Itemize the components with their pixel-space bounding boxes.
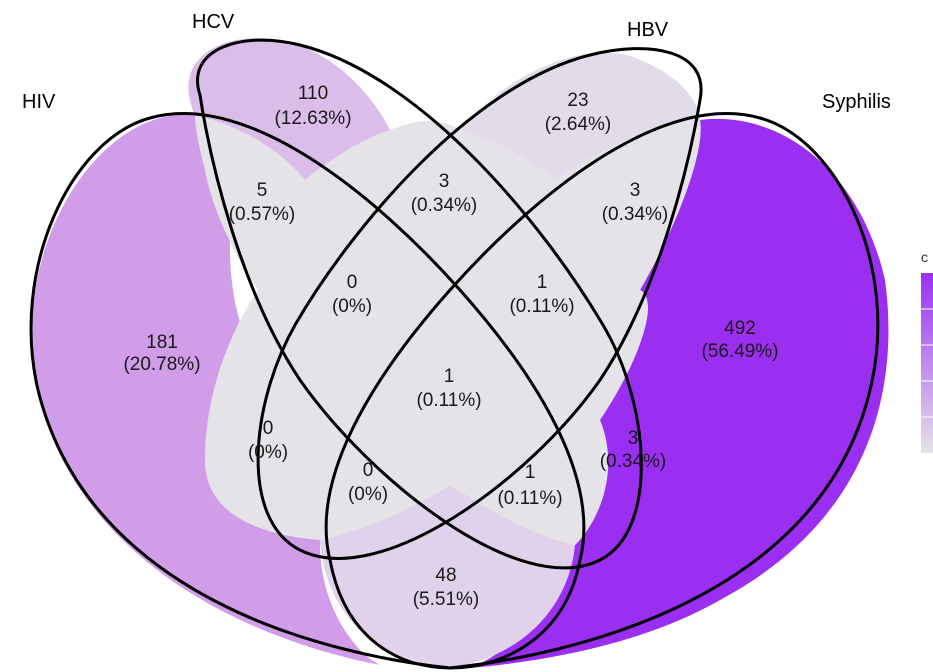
- region-count-hbv-syphilis: 3: [630, 180, 641, 201]
- region-hiv-hbv-syphilis: [320, 405, 450, 540]
- region-percent-hiv-only: (20.78%): [123, 354, 200, 375]
- region-hcv-syphilis: [550, 290, 648, 545]
- region-percent-hiv-hbv-syphilis: (0%): [348, 484, 388, 505]
- region-percent-hbv-only: (2.64%): [545, 114, 612, 135]
- region-percent-hcv-hbv-syphilis: (0.11%): [509, 296, 574, 317]
- outline-hbv: [256, 47, 703, 560]
- region-percent-hiv-hcv-hbv: (0%): [332, 296, 372, 317]
- region-count-hbv-only: 23: [567, 90, 588, 111]
- region-percent-hbv-syphilis: (0.34%): [602, 204, 669, 225]
- region-percent-hcv-syphilis: (0.34%): [600, 451, 667, 472]
- region-percent-syphilis-only: (56.49%): [701, 341, 778, 362]
- region-hcv-hbv-syphilis: [450, 180, 640, 405]
- region-all-four: [350, 270, 550, 485]
- outline-hcv: [196, 38, 643, 570]
- region-count-hcv-only: 110: [298, 83, 328, 104]
- region-count-hcv-hbv-syphilis: 1: [537, 272, 548, 293]
- region-count-hiv-syphilis: 48: [435, 565, 456, 586]
- region-count-hiv-only: 181: [146, 332, 178, 353]
- region-count-hcv-syphilis: 3: [628, 428, 639, 449]
- region-percent-hiv-hcv-syphilis: (0.11%): [497, 488, 562, 509]
- legend-title: c: [921, 249, 928, 265]
- set-label-hbv: HBV: [627, 19, 669, 41]
- region-percent-hiv-syphilis: (5.51%): [413, 589, 480, 610]
- region-percent-hcv-only: (12.63%): [274, 108, 351, 129]
- set-label-hcv: HCV: [192, 11, 235, 33]
- region-hiv-hcv: [195, 115, 305, 290]
- region-count-all-four: 1: [444, 366, 455, 387]
- region-percent-all-four: (0.11%): [416, 390, 481, 411]
- color-legend: c: [921, 249, 933, 453]
- outline-syphilis: [324, 112, 880, 670]
- set-label-syphilis: Syphilis: [822, 91, 891, 113]
- region-syphilis-only: [470, 118, 889, 669]
- outline-hiv: [29, 112, 586, 670]
- region-hcv-only: [188, 38, 390, 180]
- region-count-syphilis-only: 492: [724, 318, 756, 339]
- region-hcv-hbv: [305, 121, 555, 270]
- set-label-hiv: HIV: [22, 91, 56, 113]
- region-percent-hcv-hbv: (0.34%): [411, 195, 478, 216]
- region-count-hiv-hcv: 5: [257, 180, 268, 201]
- region-count-hcv-hbv: 3: [439, 171, 450, 192]
- region-percent-hiv-hcv: (0.57%): [229, 204, 296, 225]
- region-count-hiv-hcv-hbv: 0: [347, 272, 358, 293]
- region-count-hiv-hbv: 0: [263, 418, 274, 439]
- region-hiv-hcv-hbv: [258, 180, 450, 405]
- region-hiv-hbv: [205, 290, 350, 540]
- region-count-hiv-hbv-syphilis: 0: [363, 460, 374, 481]
- region-hiv-syphilis: [320, 485, 575, 668]
- legend-gradient-bar: [921, 273, 933, 453]
- region-percent-hiv-hbv: (0%): [248, 442, 288, 463]
- region-count-hiv-hcv-syphilis: 1: [525, 462, 536, 483]
